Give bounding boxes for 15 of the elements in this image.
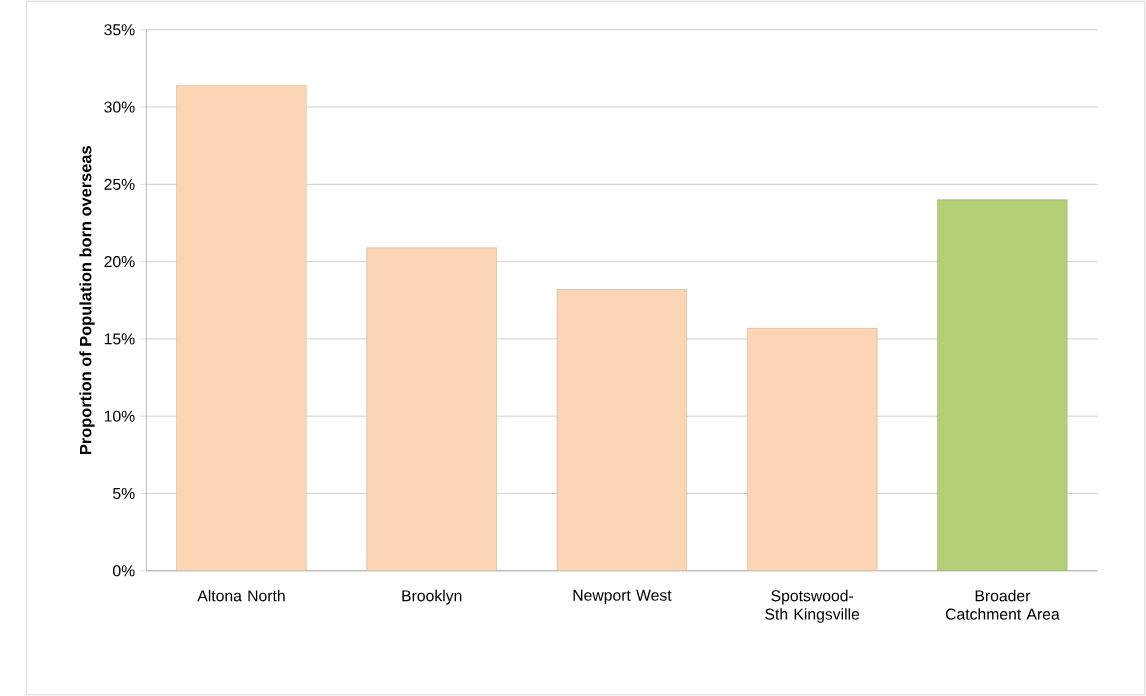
y-tick-label: 25% xyxy=(104,178,135,190)
bar xyxy=(747,327,878,571)
x-tick-label: Newport West xyxy=(573,589,672,604)
x-tick-label: Altona North xyxy=(197,589,285,602)
x-tick-label: Broader Catchment Area xyxy=(945,589,1060,620)
y-tick-label: 10% xyxy=(104,410,135,422)
y-tick-label: 0% xyxy=(113,565,135,577)
x-tick-label: Brooklyn xyxy=(402,589,462,605)
y-tick-label: 35% xyxy=(104,24,135,36)
y-tick-label: 15% xyxy=(104,333,135,345)
x-tick-label: Spotswood-Sth Kingsville xyxy=(765,589,860,623)
y-axis-title: Proportion of Population born overseas xyxy=(79,146,95,455)
y-tick-label: 20% xyxy=(104,256,135,268)
y-tick-label: 30% xyxy=(104,101,135,113)
y-tick-label: 5% xyxy=(113,487,135,500)
